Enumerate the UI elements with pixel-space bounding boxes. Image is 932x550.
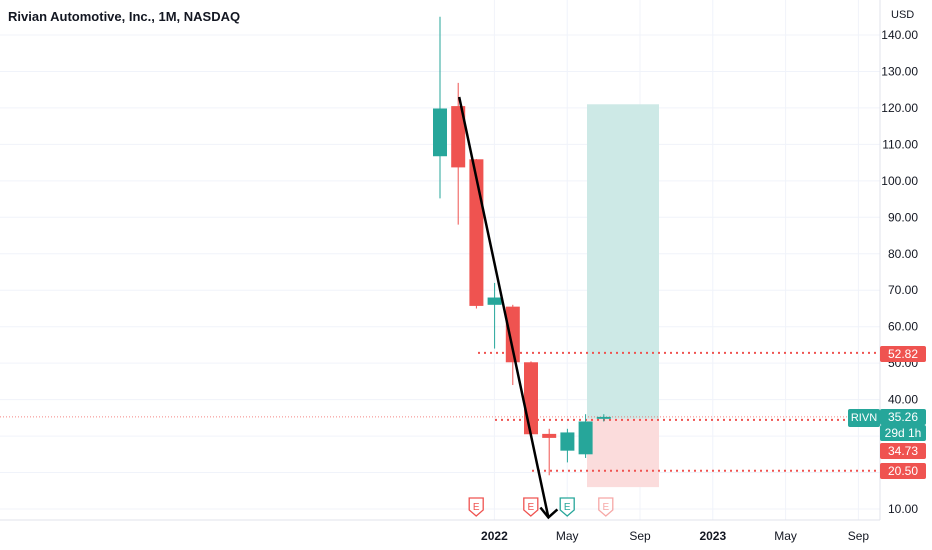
candle-body bbox=[433, 108, 447, 157]
price-tick-label: 120.00 bbox=[881, 101, 918, 115]
price-tick-label: 40.00 bbox=[888, 393, 918, 407]
earnings-marker bbox=[598, 497, 614, 517]
earnings-marker bbox=[468, 497, 484, 517]
candle-body bbox=[542, 433, 557, 438]
countdown-label: 29d 1h bbox=[880, 425, 926, 441]
price-label-52: 52.82 bbox=[880, 346, 926, 362]
horizontal-levels bbox=[0, 351, 880, 472]
stop-zone bbox=[587, 418, 659, 488]
time-tick-label: May bbox=[774, 529, 797, 543]
time-tick-label: May bbox=[556, 529, 579, 543]
price-label-last: 35.26 bbox=[880, 409, 926, 425]
currency-label: USD bbox=[891, 9, 915, 21]
time-tick-label: 2022 bbox=[481, 529, 508, 543]
price-tick-label: 10.00 bbox=[888, 502, 918, 516]
price-tick-label: 100.00 bbox=[881, 174, 918, 188]
price-tick-label: 70.00 bbox=[888, 283, 918, 297]
symbol-tag: RIVN bbox=[848, 409, 880, 427]
candle-body bbox=[524, 362, 538, 435]
price-tick-label: 110.00 bbox=[882, 137, 918, 151]
price-tick-label: 60.00 bbox=[888, 320, 918, 334]
price-tick-label: 130.00 bbox=[881, 64, 918, 78]
trend-arrowhead bbox=[539, 506, 559, 520]
price-axis[interactable]: 10.0020.0030.0040.0050.0060.0070.0080.00… bbox=[879, 0, 918, 520]
time-tick-label: Sep bbox=[848, 529, 870, 543]
candle-body bbox=[596, 416, 611, 419]
candle-body bbox=[505, 306, 520, 363]
earnings-marker-label: E bbox=[602, 502, 609, 513]
candle-body bbox=[451, 106, 466, 168]
price-label-20: 20.50 bbox=[880, 463, 926, 479]
candle-body bbox=[578, 421, 593, 455]
candle-body bbox=[487, 297, 502, 305]
target-zone bbox=[587, 104, 659, 419]
price-label-entry: 34.73 bbox=[880, 443, 926, 459]
trend-line bbox=[457, 96, 550, 518]
time-axis[interactable]: 2022 May Sep 2023 May Sep bbox=[0, 519, 880, 543]
position-zones bbox=[587, 104, 659, 488]
earnings-marker bbox=[559, 497, 575, 517]
time-tick-label: 2023 bbox=[699, 529, 726, 543]
price-tick-label: 90.00 bbox=[888, 210, 918, 224]
candles bbox=[433, 16, 611, 476]
price-tick-label: 140.00 bbox=[881, 28, 918, 42]
time-tick-label: Sep bbox=[629, 529, 651, 543]
earnings-marker bbox=[523, 497, 539, 517]
price-tick-label: 80.00 bbox=[888, 247, 918, 261]
earnings-marker-label: E bbox=[527, 502, 534, 513]
earnings-marker-label: E bbox=[564, 502, 571, 513]
drawings bbox=[457, 96, 559, 520]
candle-body bbox=[560, 432, 575, 451]
chart-title: Rivian Automotive, Inc., 1M, NASDAQ bbox=[8, 9, 241, 24]
earnings-marker-label: E bbox=[473, 502, 480, 513]
